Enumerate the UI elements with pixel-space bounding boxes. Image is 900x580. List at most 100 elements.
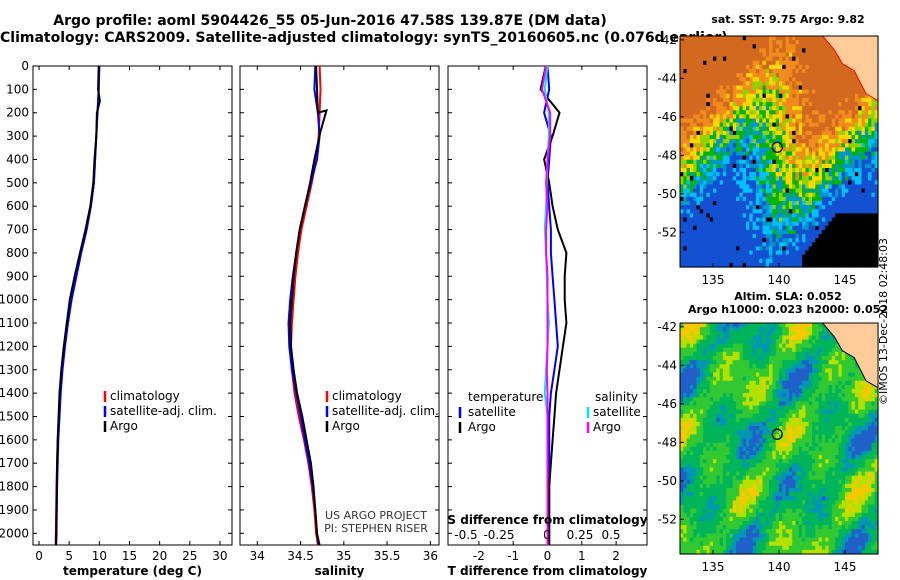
map-cell	[693, 409, 698, 415]
map-cell	[785, 180, 790, 186]
map-cell	[861, 209, 866, 214]
map-cell	[864, 151, 869, 157]
map-cell	[854, 405, 859, 411]
map-cell	[815, 376, 820, 382]
map-cell	[693, 192, 698, 198]
map-cell	[762, 85, 767, 91]
map-cell	[841, 139, 846, 144]
map-cell	[775, 102, 780, 107]
chart-title-line2: Climatology: CARS2009. Satellite-adjuste…	[0, 30, 728, 46]
map-cell	[874, 126, 879, 132]
map-cell	[739, 201, 744, 206]
map-cell	[795, 246, 800, 252]
map-cell	[706, 77, 711, 82]
map-cell	[848, 250, 853, 256]
map-cell	[828, 221, 833, 227]
map-cell	[739, 356, 744, 361]
map-cell	[759, 331, 764, 336]
map-cell	[680, 254, 684, 260]
map-cell	[821, 168, 826, 173]
map-cell	[769, 172, 773, 177]
map-cell	[818, 48, 823, 54]
map-cell	[782, 163, 787, 169]
map-cell	[703, 73, 707, 78]
map-cell	[792, 242, 797, 247]
map-cell	[858, 384, 863, 390]
map-cell	[795, 172, 800, 177]
map-cell	[703, 48, 707, 54]
map-cell	[772, 254, 777, 260]
map-cell	[736, 48, 740, 54]
map-cell	[815, 126, 820, 132]
map-cell	[835, 343, 839, 349]
map-cell	[798, 327, 803, 332]
map-cell	[739, 376, 744, 382]
map-cell	[716, 360, 721, 365]
map-cell	[693, 401, 698, 407]
map-cell	[785, 335, 790, 341]
map-cell	[861, 93, 866, 99]
map-cell	[788, 262, 793, 268]
map-cell	[726, 89, 731, 95]
map-cell	[864, 389, 869, 394]
map-cell	[696, 221, 701, 227]
map-cell	[706, 36, 711, 41]
map-cell	[858, 401, 863, 407]
map-cell	[845, 147, 849, 153]
map-cell	[749, 81, 754, 87]
map-cell	[739, 397, 744, 402]
map-cell	[686, 48, 691, 54]
map-cell	[845, 64, 849, 70]
map-cell	[845, 351, 849, 357]
map-cell	[812, 405, 816, 411]
map-cell	[871, 139, 876, 144]
map-cell	[848, 77, 853, 82]
map-cell	[716, 351, 721, 357]
map-cell	[696, 48, 701, 54]
map-cell	[785, 356, 790, 361]
map-cell	[716, 176, 721, 181]
map-cell	[762, 163, 767, 169]
map-cell	[752, 323, 757, 328]
map-cell	[798, 323, 803, 328]
map-cell	[825, 93, 830, 99]
map-cell	[696, 81, 701, 87]
map-cell	[775, 351, 780, 357]
map-cell	[709, 238, 714, 243]
map-cell	[732, 143, 737, 148]
map-cell	[779, 155, 783, 161]
map-cell	[848, 89, 853, 95]
map-cell	[729, 102, 734, 107]
map-cell	[815, 36, 820, 41]
y-tick-label: 600	[6, 199, 29, 213]
map-x-tick-label: 140	[768, 273, 791, 287]
map-cell	[706, 159, 711, 165]
map-cell	[769, 73, 773, 78]
map-cell	[722, 36, 727, 41]
map-cell	[699, 225, 704, 231]
map-cell	[795, 126, 800, 132]
map-cell	[689, 360, 694, 365]
map-cell	[762, 97, 767, 103]
map-cell	[821, 254, 826, 260]
chart-title-line1: Argo profile: aoml 5904426_55 05-Jun-201…	[53, 13, 607, 29]
map-cell	[802, 405, 806, 411]
map-cell	[689, 234, 694, 239]
map-cell	[858, 97, 863, 103]
map-cell	[798, 238, 803, 243]
map-cell	[868, 143, 872, 148]
map-cell	[736, 56, 740, 62]
map-cell	[699, 343, 704, 349]
map-cell	[693, 143, 698, 148]
map-cell	[739, 339, 744, 345]
map-cell	[746, 93, 750, 99]
map-cell	[683, 155, 688, 161]
map-cell	[755, 209, 760, 214]
map-cell	[851, 397, 856, 402]
map-cell	[689, 155, 694, 161]
map-cell	[772, 389, 777, 394]
map-cell	[808, 405, 813, 411]
map-cell	[729, 364, 734, 369]
map-cell	[838, 172, 843, 177]
map-cell	[812, 168, 816, 173]
